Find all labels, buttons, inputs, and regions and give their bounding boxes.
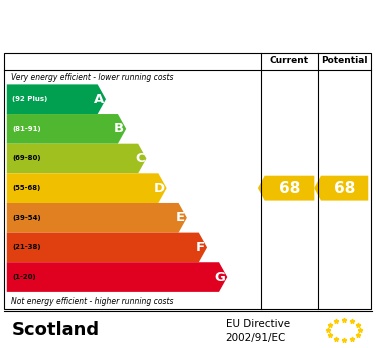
Text: (55-68): (55-68) <box>12 185 41 191</box>
Text: G: G <box>215 270 225 284</box>
Text: F: F <box>196 241 205 254</box>
Text: (21-38): (21-38) <box>12 244 41 251</box>
Text: EU Directive: EU Directive <box>226 319 290 329</box>
Polygon shape <box>7 144 146 173</box>
Text: Energy Efficiency Rating: Energy Efficiency Rating <box>11 16 259 34</box>
Polygon shape <box>7 262 227 292</box>
Polygon shape <box>7 114 126 144</box>
Polygon shape <box>314 176 368 200</box>
Text: D: D <box>154 182 165 195</box>
Text: Potential: Potential <box>321 56 368 65</box>
Text: (69-80): (69-80) <box>12 156 41 161</box>
Text: 68: 68 <box>279 181 300 196</box>
Polygon shape <box>258 176 314 200</box>
Text: (39-54): (39-54) <box>12 215 41 221</box>
Text: (81-91): (81-91) <box>12 126 41 132</box>
Polygon shape <box>7 173 167 203</box>
Text: E: E <box>176 211 185 224</box>
Text: Not energy efficient - higher running costs: Not energy efficient - higher running co… <box>11 297 174 306</box>
Text: (92 Plus): (92 Plus) <box>12 96 48 102</box>
Text: 68: 68 <box>334 181 355 196</box>
Text: A: A <box>94 93 104 106</box>
Text: C: C <box>135 152 144 165</box>
Text: Very energy efficient - lower running costs: Very energy efficient - lower running co… <box>11 73 174 82</box>
Polygon shape <box>7 84 106 114</box>
Text: Scotland: Scotland <box>11 321 99 339</box>
Polygon shape <box>7 232 207 262</box>
Text: Current: Current <box>270 56 309 65</box>
Polygon shape <box>7 203 187 232</box>
Text: (1-20): (1-20) <box>12 274 36 280</box>
Text: 2002/91/EC: 2002/91/EC <box>226 333 286 343</box>
Text: B: B <box>114 122 124 135</box>
